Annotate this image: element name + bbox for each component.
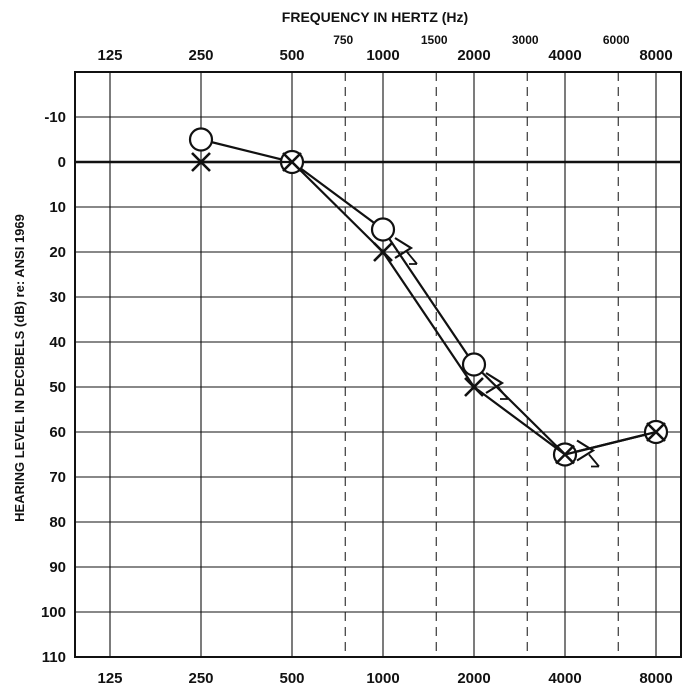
data-point-bracket bbox=[576, 439, 596, 462]
y-axis-label: HEARING LEVEL IN DECIBELS (dB) re: ANSI … bbox=[12, 214, 27, 522]
plot-frame bbox=[74, 71, 682, 658]
x-tick-label-bottom: 125 bbox=[97, 670, 122, 687]
y-tick-label: 60 bbox=[49, 424, 66, 441]
x-tick-label-interoctave: 1500 bbox=[421, 33, 448, 47]
y-tick-label: 40 bbox=[49, 334, 66, 351]
x-tick-label-bottom: 500 bbox=[279, 670, 304, 687]
x-tick-label-bottom: 250 bbox=[188, 670, 213, 687]
no-response-arrow bbox=[588, 453, 600, 468]
data-series bbox=[188, 127, 669, 468]
no-response-arrow bbox=[497, 386, 509, 400]
data-point-bracket bbox=[394, 237, 414, 259]
x-tick-label-top: 8000 bbox=[639, 47, 672, 64]
chart-title: FREQUENCY IN HERTZ (Hz) bbox=[282, 9, 468, 25]
y-tick-label: 90 bbox=[49, 559, 66, 576]
y-tick-label: 110 bbox=[42, 649, 66, 666]
y-tick-label: 30 bbox=[49, 289, 66, 306]
y-tick-label: 100 bbox=[41, 604, 66, 621]
data-point-cross bbox=[555, 444, 575, 465]
x-tick-label-top: 250 bbox=[188, 47, 213, 64]
x-tick-label-top: 125 bbox=[97, 47, 122, 64]
y-tick-label: 10 bbox=[49, 199, 66, 216]
x-tick-label-bottom: 1000 bbox=[366, 670, 399, 687]
data-point-circle bbox=[188, 127, 214, 152]
x-tick-label-interoctave: 750 bbox=[333, 33, 353, 47]
data-point-cross bbox=[464, 377, 484, 397]
data-point-bracket bbox=[485, 372, 505, 394]
x-tick-label-top: 500 bbox=[279, 47, 304, 64]
y-tick-label: 20 bbox=[49, 244, 66, 261]
y-tick-label: 80 bbox=[49, 514, 66, 531]
x-tick-label-bottom: 8000 bbox=[639, 670, 672, 687]
series-line-X bbox=[201, 160, 657, 456]
data-point-circle bbox=[370, 217, 396, 242]
x-tick-label-bottom: 2000 bbox=[457, 670, 490, 687]
y-tick-label: 0 bbox=[58, 154, 66, 171]
data-point-cross bbox=[282, 152, 302, 172]
data-point-circle bbox=[461, 352, 487, 377]
x-tick-label-interoctave: 6000 bbox=[603, 33, 630, 47]
grid bbox=[75, 72, 681, 658]
axis-labels: -10 0 10 20 30 40 50 60 70 80 90 100 110 125 125 250 250… bbox=[41, 33, 673, 687]
x-tick-label-top: 4000 bbox=[548, 47, 581, 64]
y-tick-label: 50 bbox=[49, 379, 66, 396]
data-point-cross bbox=[191, 152, 211, 172]
x-tick-label-interoctave: 3000 bbox=[512, 33, 539, 47]
x-tick-label-top: 2000 bbox=[457, 47, 490, 64]
x-tick-label-top: 1000 bbox=[366, 47, 399, 64]
data-point-cross bbox=[373, 242, 393, 262]
data-point-cross bbox=[646, 422, 666, 442]
x-tick-label-bottom: 4000 bbox=[548, 670, 581, 687]
y-tick-label: -10 bbox=[44, 109, 66, 126]
y-tick-label: 70 bbox=[49, 469, 66, 486]
no-response-arrow bbox=[406, 251, 418, 265]
